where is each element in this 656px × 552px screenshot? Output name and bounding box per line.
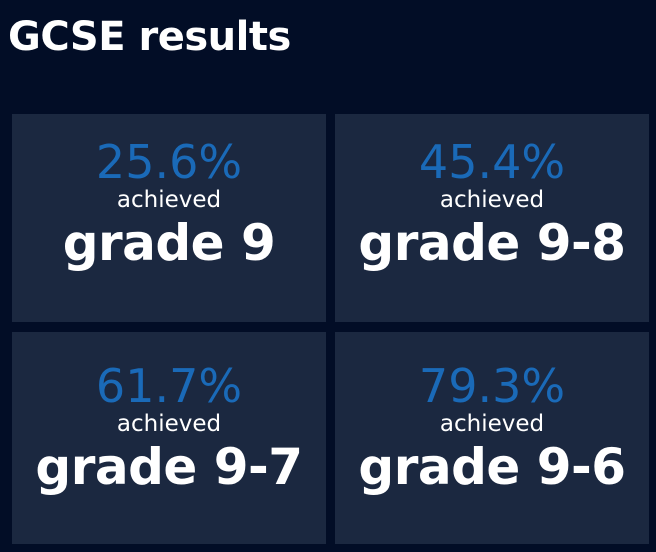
- stat-percent: 25.6%: [95, 135, 243, 189]
- stat-grade: grade 9-6: [358, 438, 626, 496]
- stat-caption: achieved: [116, 187, 222, 213]
- stat-caption: achieved: [116, 411, 222, 437]
- stat-percent: 45.4%: [418, 135, 566, 189]
- stat-percent: 79.3%: [418, 359, 566, 413]
- stat-grade: grade 9-7: [35, 438, 303, 496]
- stat-caption: achieved: [439, 187, 545, 213]
- stat-card-grade-9-7: 61.7% achieved grade 9-7: [12, 332, 326, 544]
- stat-grade: grade 9-8: [358, 214, 626, 272]
- stat-caption: achieved: [439, 411, 545, 437]
- page-title: GCSE results: [8, 14, 291, 60]
- stat-grade: grade 9: [62, 214, 276, 272]
- results-grid: 25.6% achieved grade 9 45.4% achieved gr…: [12, 114, 649, 544]
- stat-card-grade-9-6: 79.3% achieved grade 9-6: [335, 332, 649, 544]
- stat-card-grade-9-8: 45.4% achieved grade 9-8: [335, 114, 649, 322]
- stat-card-grade-9: 25.6% achieved grade 9: [12, 114, 326, 322]
- stat-percent: 61.7%: [95, 359, 243, 413]
